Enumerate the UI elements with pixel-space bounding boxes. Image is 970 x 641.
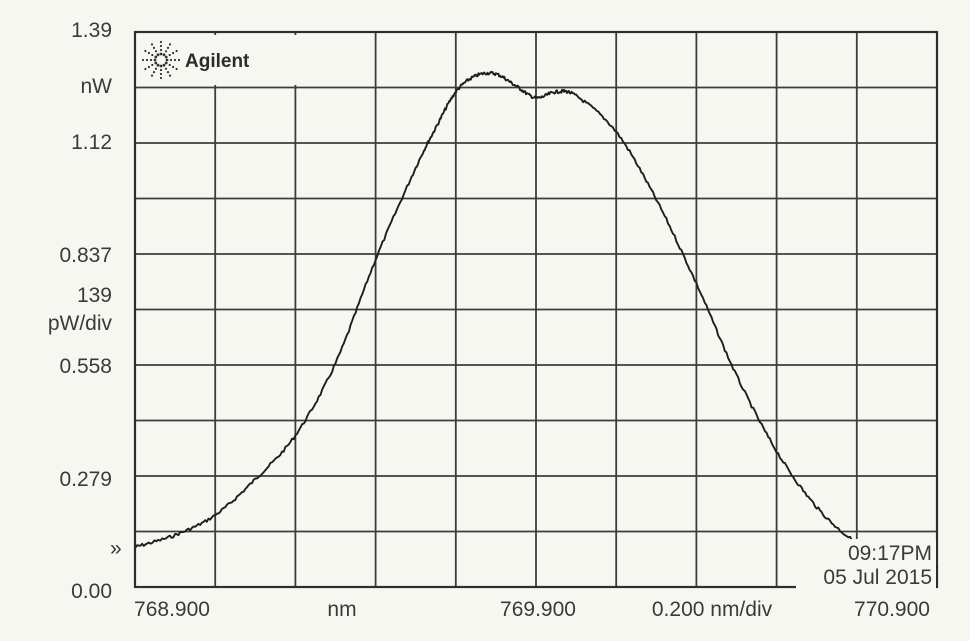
x-start-label: 768.900 [134, 598, 210, 621]
y-tick-label: 0.558 [59, 355, 112, 378]
timestamp-date: 05 Jul 2015 [823, 566, 932, 589]
timestamp-time: 09:17PM [848, 542, 932, 565]
brand-label: Agilent [185, 51, 250, 72]
y-tick-label: 0.279 [59, 468, 112, 491]
reference-marker: » [110, 537, 122, 560]
spectrum-trace [134, 70, 938, 570]
grid [135, 32, 937, 587]
plot-frame [133, 30, 939, 589]
agilent-spark-icon [141, 40, 181, 80]
y-scale-unit: pW/div [48, 312, 113, 335]
y-tick-label: 1.39 [71, 19, 112, 42]
y-tick-label: 0.00 [71, 580, 112, 603]
x-center-label: 769.900 [500, 598, 576, 621]
timestamp-background [796, 539, 936, 589]
y-tick-label: 1.12 [71, 131, 112, 154]
y-unit-label: nW [81, 75, 113, 98]
x-unit-label: nm [327, 598, 356, 621]
y-tick-label: 0.837 [59, 244, 112, 267]
x-span-label: 0.200 nm/div [652, 598, 773, 621]
trace [134, 70, 938, 570]
agilent-logo: Agilent [138, 35, 298, 85]
x-stop-label: 770.900 [854, 598, 930, 621]
y-scale-value: 139 [77, 284, 112, 307]
